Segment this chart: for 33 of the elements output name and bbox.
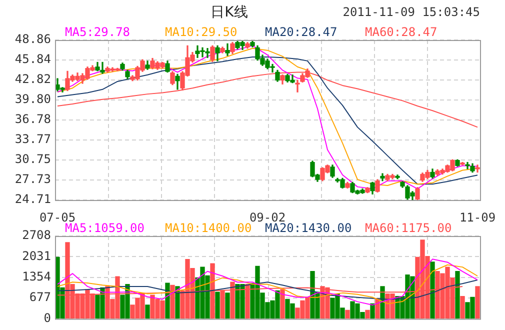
bar xyxy=(225,292,230,319)
bar xyxy=(430,262,435,319)
y-tick-label: 30.75 xyxy=(14,152,51,166)
y-tick-label: 677 xyxy=(29,290,51,304)
y-tick-label: 27.73 xyxy=(14,172,51,186)
bar xyxy=(345,310,350,319)
y-tick-label: 42.82 xyxy=(14,72,51,86)
bar xyxy=(370,303,375,319)
y-tick-label: 48.86 xyxy=(14,32,51,46)
bar xyxy=(365,310,370,319)
y-tick-label: 36.78 xyxy=(14,112,51,126)
text: MA60:28.47 xyxy=(365,25,438,40)
series-label: MA10:29.50 xyxy=(165,25,238,40)
y-tick-label: 24.71 xyxy=(14,192,51,206)
series-label: MA20:28.47 xyxy=(265,25,338,40)
bar xyxy=(475,286,480,319)
bar xyxy=(455,271,460,319)
bar xyxy=(460,296,465,319)
bar xyxy=(145,304,150,319)
y-tick-label: 1354 xyxy=(22,270,51,284)
text: MA5:29.78 xyxy=(65,25,130,40)
text: MA60:1175.00 xyxy=(365,221,452,236)
y-tick-label: 39.80 xyxy=(14,92,51,106)
x-tick-label: 11-09 xyxy=(459,210,496,224)
y-tick-label: 45.84 xyxy=(14,52,51,66)
chart-title: 日K线 xyxy=(210,4,248,21)
y-tick-label: 2708 xyxy=(22,228,51,242)
text: 2011-11-09 15:03:45 xyxy=(342,5,480,20)
y-tick-label: 0 xyxy=(44,310,51,325)
y-tick-label: 2031 xyxy=(22,248,51,263)
bar xyxy=(215,292,220,319)
text: MA10:1400.00 xyxy=(165,221,252,236)
y-tick-label: 33.77 xyxy=(14,132,51,146)
